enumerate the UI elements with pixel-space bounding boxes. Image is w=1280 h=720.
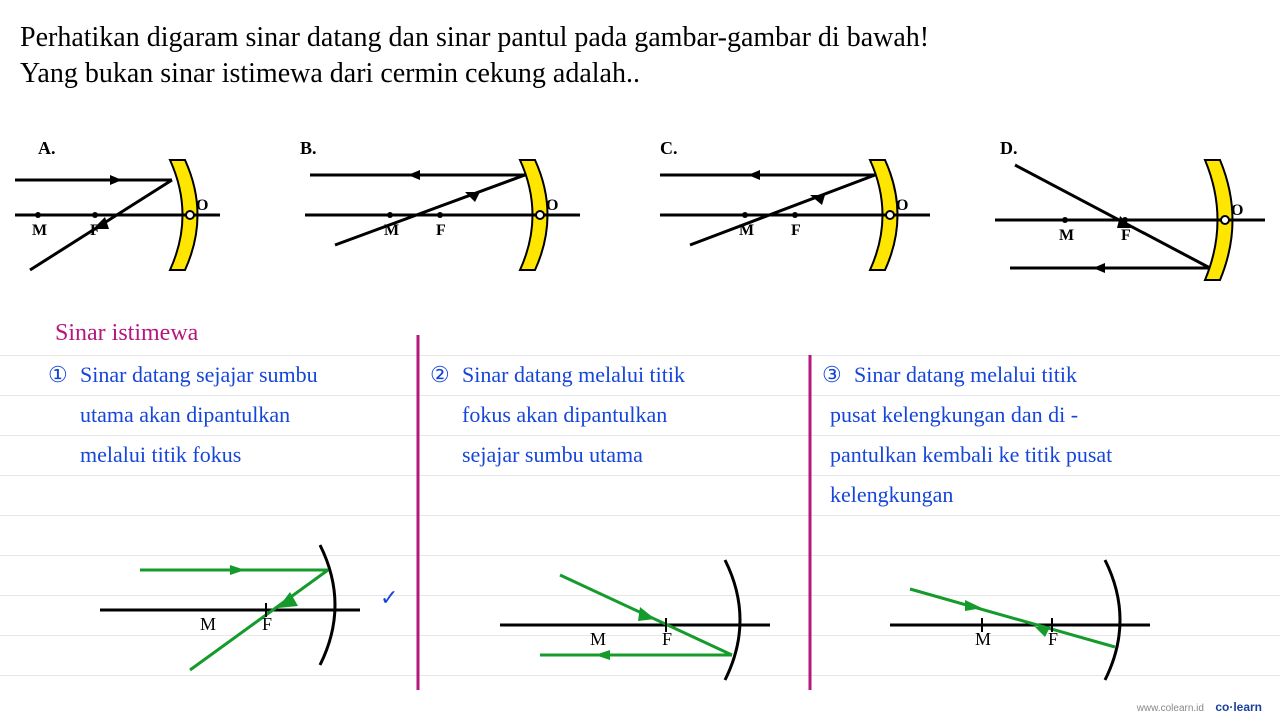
col2-line2: fokus akan dipantulkan: [462, 402, 667, 428]
col3-line4: kelengkungan: [830, 482, 953, 508]
rule-line: [0, 475, 1280, 476]
rule-line: [0, 435, 1280, 436]
svg-text:M: M: [200, 614, 216, 634]
svg-text:M: M: [590, 629, 606, 649]
col1-line2: utama akan dipantulkan: [80, 402, 290, 428]
col3-line2: pusat kelengkungan dan di -: [830, 402, 1078, 428]
svg-text:M: M: [739, 222, 754, 239]
sketch-1: M F: [80, 530, 380, 680]
svg-text:O: O: [546, 197, 558, 214]
rule-line: [0, 395, 1280, 396]
svg-text:F: F: [436, 222, 446, 239]
svg-text:F: F: [262, 614, 272, 634]
footer: www.colearn.id co·learn: [1137, 700, 1262, 714]
label-o: O: [196, 197, 208, 214]
col3-num: ③: [822, 362, 842, 388]
col1-line1: Sinar datang sejajar sumbu: [80, 362, 318, 388]
svg-text:M: M: [1059, 227, 1074, 244]
question-text: Perhatikan digaram sinar datang dan sina…: [20, 20, 1260, 93]
col2-num: ②: [430, 362, 450, 388]
svg-text:O: O: [1231, 202, 1243, 219]
sketch-2: M F: [470, 545, 790, 690]
svg-text:O: O: [896, 197, 908, 214]
col3-line1: Sinar datang melalui titik: [854, 362, 1077, 388]
svg-text:F: F: [1121, 227, 1131, 244]
col1-line3: melalui titik fokus: [80, 442, 241, 468]
col3-line3: pantulkan kembali ke titik pusat: [830, 442, 1112, 468]
svg-text:M: M: [384, 222, 399, 239]
divider-1: [413, 335, 423, 690]
rule-line: [0, 355, 1280, 356]
col2-line3: sejajar sumbu utama: [462, 442, 643, 468]
label-f: F: [90, 222, 100, 239]
col2-line1: Sinar datang melalui titik: [462, 362, 685, 388]
divider-2: [805, 355, 815, 690]
option-d-diagram: M F O: [985, 150, 1275, 290]
svg-text:M: M: [975, 629, 991, 649]
sketch-3: M F: [870, 545, 1170, 690]
option-c-diagram: M F O: [640, 150, 940, 280]
svg-text:F: F: [662, 629, 672, 649]
rule-line: [0, 515, 1280, 516]
svg-text:F: F: [791, 222, 801, 239]
col1-num: ①: [48, 362, 68, 388]
svg-text:F: F: [1048, 629, 1058, 649]
question-line2: Yang bukan sinar istimewa dari cermin ce…: [20, 56, 1260, 92]
footer-brand: co·learn: [1215, 700, 1262, 714]
question-line1: Perhatikan digaram sinar datang dan sina…: [20, 20, 1260, 56]
label-m: M: [32, 222, 47, 239]
notes-title: Sinar istimewa: [55, 320, 198, 347]
option-b-diagram: M F O: [280, 150, 590, 280]
footer-url: www.colearn.id: [1137, 703, 1204, 714]
option-a-diagram: M F O: [10, 150, 230, 280]
check-mark: ✓: [380, 585, 398, 611]
